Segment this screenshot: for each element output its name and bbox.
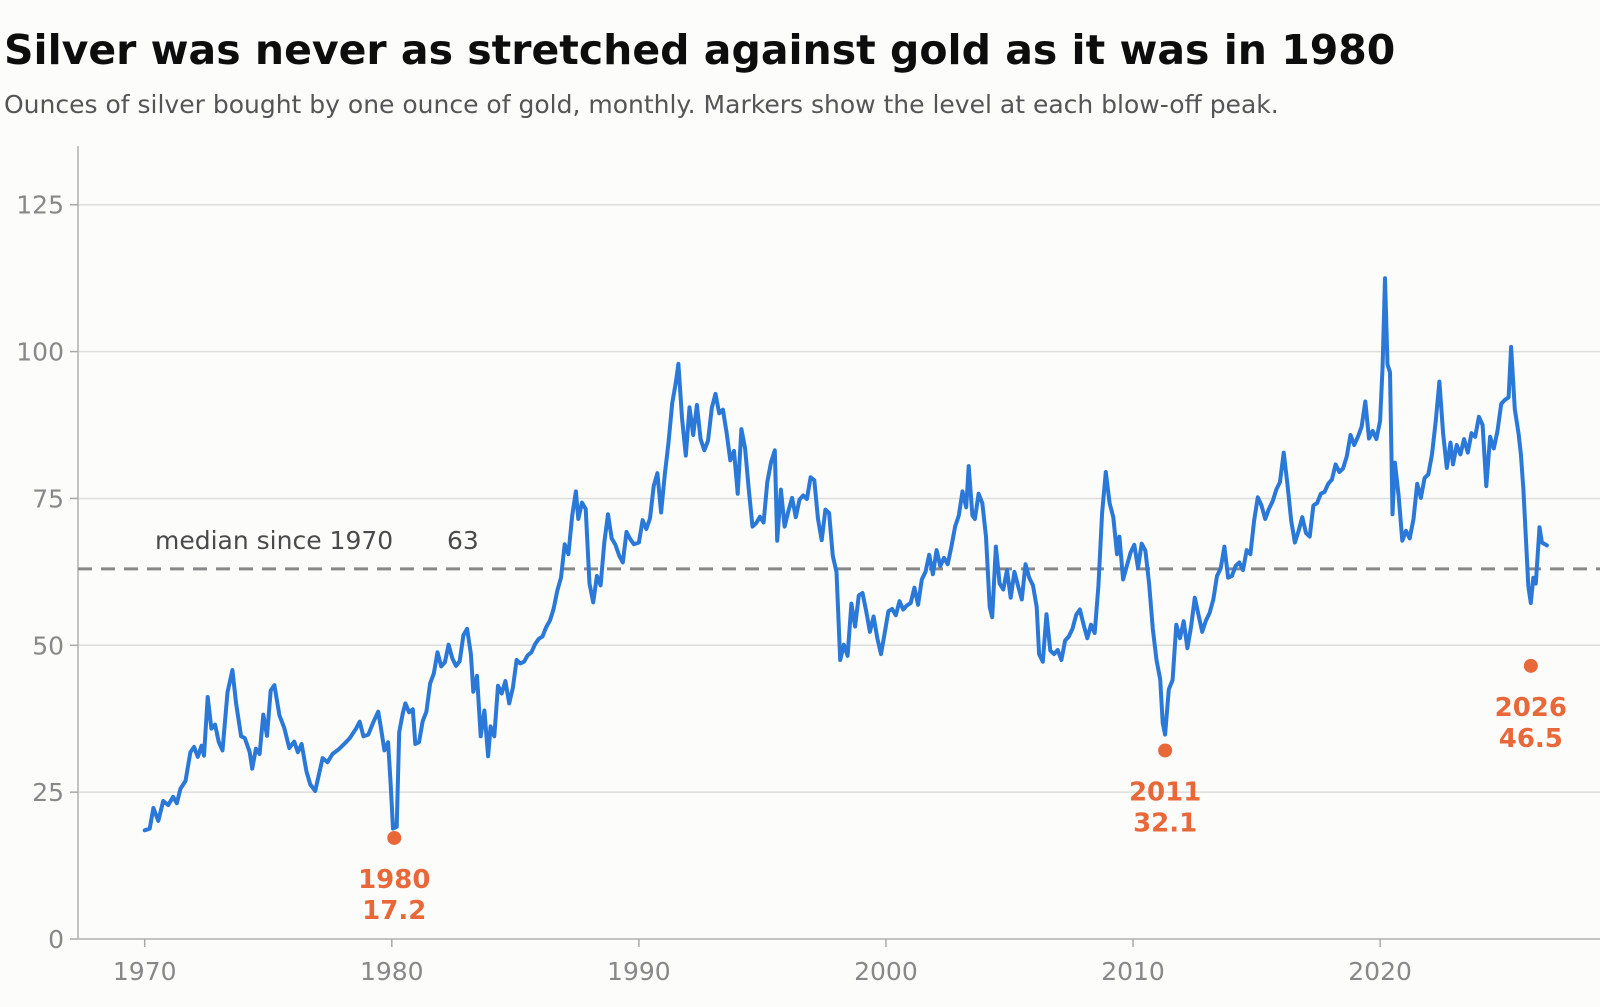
peak-value-label-2011: 32.1 — [1133, 808, 1197, 838]
peak-marker-2026 — [1523, 658, 1538, 673]
peak-year-label-2026: 2026 — [1495, 693, 1567, 723]
peak-value-label-1980: 17.2 — [362, 896, 426, 926]
median-reference: median since 1970 63 — [78, 526, 1600, 571]
peak-marker-1980 — [387, 830, 402, 845]
chart-title: Silver was never as stretched against go… — [4, 26, 1396, 74]
y-tick-label-0: 0 — [48, 925, 64, 954]
series — [142, 276, 1549, 833]
y-tick-label-50: 50 — [32, 631, 64, 660]
x-tick-label-1970: 1970 — [113, 957, 177, 986]
x-tick-label-2010: 2010 — [1101, 957, 1165, 986]
y-tick-label-75: 75 — [32, 484, 64, 513]
axes: 0 25 50 75 100 125 1970 1980 1990 2000 2010 2020 — [16, 146, 1600, 986]
peak-year-label-1980: 1980 — [358, 865, 430, 895]
median-value-label: 63 — [447, 526, 479, 555]
x-tick-label-2020: 2020 — [1348, 957, 1412, 986]
peak-marker-2011 — [1158, 743, 1173, 758]
x-tick-label-1990: 1990 — [607, 957, 671, 986]
peak-value-label-2026: 46.5 — [1499, 724, 1563, 754]
y-tick-label-25: 25 — [32, 778, 64, 807]
series-line-0 — [142, 276, 1549, 833]
median-label: median since 1970 — [155, 526, 393, 555]
chart-subtitle: Ounces of silver bought by one ounce of … — [4, 90, 1279, 119]
x-tick-label-2000: 2000 — [854, 957, 918, 986]
y-tick-label-100: 100 — [16, 338, 64, 367]
gridlines — [78, 203, 1600, 793]
x-tick-label-1980: 1980 — [360, 957, 424, 986]
y-tick-label-125: 125 — [16, 191, 64, 220]
peak-year-label-2011: 2011 — [1129, 777, 1201, 807]
